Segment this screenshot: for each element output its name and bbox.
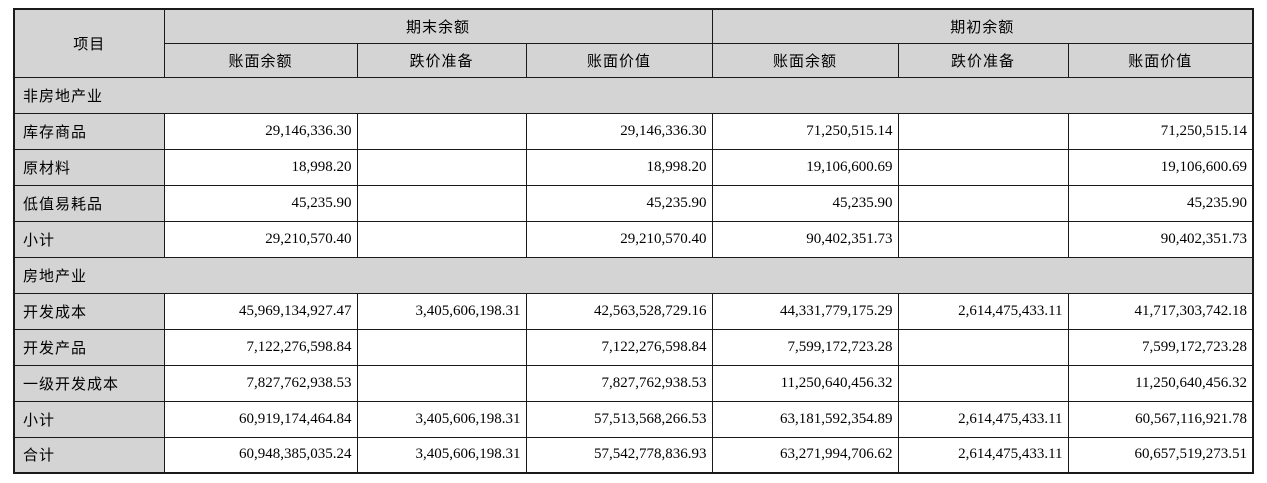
table-row: 低值易耗品 45,235.90 45,235.90 45,235.90 45,235.9… <box>13 184 1254 222</box>
table-body: 非房地产业 库存商品 29,146,336.30 29,146,336.30 71,25… <box>13 76 1254 474</box>
row-label: 原材料 <box>13 148 165 186</box>
value-cell: 7,599,172,723.28 <box>1067 328 1254 366</box>
header-ending-book-value: 账面价值 <box>525 42 713 78</box>
table-row: 原材料 18,998.20 18,998.20 19,106,600.69 19,106… <box>13 148 1254 186</box>
value-cell: 90,402,351.73 <box>711 220 899 258</box>
row-label: 合计 <box>13 436 165 474</box>
value-cell: 2,614,475,433.11 <box>897 292 1069 330</box>
section-row: 房地产业 <box>13 256 1254 294</box>
value-cell: 7,122,276,598.84 <box>163 328 358 366</box>
value-cell: 2,614,475,433.11 <box>897 400 1069 438</box>
header-beginning-book-value: 账面价值 <box>1067 42 1254 78</box>
value-cell: 11,250,640,456.32 <box>711 364 899 402</box>
value-cell: 18,998.20 <box>525 148 713 186</box>
value-cell <box>356 328 527 366</box>
section-label: 非房地产业 <box>13 76 1254 114</box>
value-cell: 57,513,568,266.53 <box>525 400 713 438</box>
inventory-table: 项目 期末余额 期初余额 账面余额 跌价准备 账面价值 账面余额 跌价准备 账面… <box>13 8 1255 474</box>
row-label: 小计 <box>13 220 165 258</box>
table-row: 开发成本 45,969,134,927.47 3,405,606,198.31 42,… <box>13 292 1254 330</box>
value-cell: 7,827,762,938.53 <box>525 364 713 402</box>
value-cell <box>356 148 527 186</box>
value-cell: 19,106,600.69 <box>1067 148 1254 186</box>
value-cell <box>897 364 1069 402</box>
value-cell: 57,542,778,836.93 <box>525 436 713 474</box>
value-cell: 29,146,336.30 <box>163 112 358 150</box>
value-cell: 45,235.90 <box>525 184 713 222</box>
value-cell: 71,250,515.14 <box>711 112 899 150</box>
value-cell: 18,998.20 <box>163 148 358 186</box>
header-row-subcolumns: 账面余额 跌价准备 账面价值 账面余额 跌价准备 账面价值 <box>14 42 1254 78</box>
table-row: 小计 60,919,174,464.84 3,405,606,198.31 57,51… <box>13 400 1254 438</box>
table-row: 一级开发成本 7,827,762,938.53 7,827,762,938.53 11… <box>13 364 1254 402</box>
value-cell: 29,146,336.30 <box>525 112 713 150</box>
value-cell: 41,717,303,742.18 <box>1067 292 1254 330</box>
value-cell: 29,210,570.40 <box>163 220 358 258</box>
value-cell: 45,235.90 <box>711 184 899 222</box>
table-row: 开发产品 7,122,276,598.84 7,122,276,598.84 7,59… <box>13 328 1254 366</box>
value-cell <box>356 364 527 402</box>
value-cell: 71,250,515.14 <box>1067 112 1254 150</box>
value-cell <box>356 220 527 258</box>
value-cell: 7,122,276,598.84 <box>525 328 713 366</box>
table-row: 合计 60,948,385,035.24 3,405,606,198.31 57,54… <box>13 436 1254 474</box>
header-item-column: 项目 <box>13 8 165 78</box>
table-row: 库存商品 29,146,336.30 29,146,336.30 71,250,515… <box>13 112 1254 150</box>
value-cell: 60,948,385,035.24 <box>163 436 358 474</box>
value-cell: 11,250,640,456.32 <box>1067 364 1254 402</box>
value-cell: 3,405,606,198.31 <box>356 436 527 474</box>
row-label: 开发产品 <box>13 328 165 366</box>
value-cell: 60,919,174,464.84 <box>163 400 358 438</box>
row-label: 一级开发成本 <box>13 364 165 402</box>
value-cell: 45,969,134,927.47 <box>163 292 358 330</box>
inventory-table-container: 项目 期末余额 期初余额 账面余额 跌价准备 账面价值 账面余额 跌价准备 账面… <box>13 8 1255 474</box>
value-cell <box>897 220 1069 258</box>
header-beginning-decline-provision: 跌价准备 <box>897 42 1069 78</box>
value-cell: 90,402,351.73 <box>1067 220 1254 258</box>
header-beginning-book-balance: 账面余额 <box>711 42 899 78</box>
table-row: 小计 29,210,570.40 29,210,570.40 90,402,351.7… <box>13 220 1254 258</box>
value-cell: 45,235.90 <box>163 184 358 222</box>
value-cell: 45,235.90 <box>1067 184 1254 222</box>
value-cell: 60,567,116,921.78 <box>1067 400 1254 438</box>
value-cell: 7,599,172,723.28 <box>711 328 899 366</box>
row-label: 开发成本 <box>13 292 165 330</box>
value-cell: 60,657,519,273.51 <box>1067 436 1254 474</box>
value-cell <box>897 148 1069 186</box>
value-cell <box>897 328 1069 366</box>
value-cell <box>897 184 1069 222</box>
value-cell: 63,271,994,706.62 <box>711 436 899 474</box>
value-cell: 44,331,779,175.29 <box>711 292 899 330</box>
header-row-groups: 项目 期末余额 期初余额 <box>13 8 1254 78</box>
value-cell: 42,563,528,729.16 <box>525 292 713 330</box>
value-cell: 63,181,592,354.89 <box>711 400 899 438</box>
header-group-ending-balance: 期末余额 <box>163 8 713 44</box>
header-ending-book-balance: 账面余额 <box>163 42 358 78</box>
header-group-beginning-balance: 期初余额 <box>711 8 1254 44</box>
row-label: 库存商品 <box>13 112 165 150</box>
value-cell: 29,210,570.40 <box>525 220 713 258</box>
value-cell: 3,405,606,198.31 <box>356 292 527 330</box>
row-label: 小计 <box>13 400 165 438</box>
section-row: 非房地产业 <box>13 76 1254 114</box>
section-label: 房地产业 <box>13 256 1254 294</box>
row-label: 低值易耗品 <box>13 184 165 222</box>
value-cell <box>897 112 1069 150</box>
value-cell: 19,106,600.69 <box>711 148 899 186</box>
header-ending-decline-provision: 跌价准备 <box>356 42 527 78</box>
value-cell: 2,614,475,433.11 <box>897 436 1069 474</box>
value-cell <box>356 112 527 150</box>
value-cell: 7,827,762,938.53 <box>163 364 358 402</box>
value-cell <box>356 184 527 222</box>
value-cell: 3,405,606,198.31 <box>356 400 527 438</box>
